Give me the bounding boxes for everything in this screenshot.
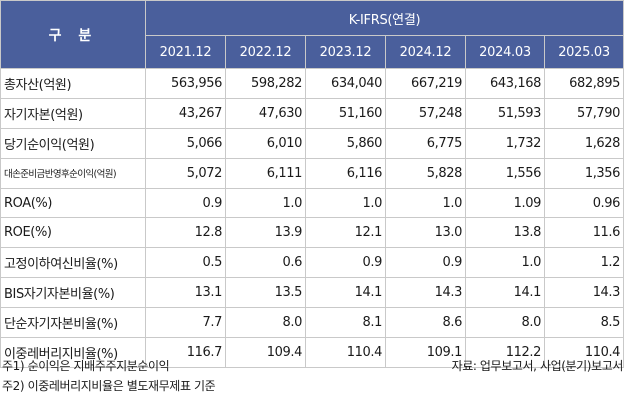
table-cell: 12.8 <box>145 217 226 249</box>
row-label: 이중레버리지비율(%) <box>0 337 146 368</box>
table-cell: 667,219 <box>385 68 466 99</box>
table-cell: 6,775 <box>385 127 466 159</box>
table-cell: 116.7 <box>145 337 226 368</box>
table-cell: 682,895 <box>543 68 625 99</box>
table-cell: 563,956 <box>145 68 226 99</box>
row-label: ROE(%) <box>0 217 146 249</box>
table-cell: 8.0 <box>225 307 306 339</box>
table-header: 구 분 K-IFRS(연결) 2021.12 2022.12 2023.12 2… <box>0 0 625 69</box>
table-cell: 1,356 <box>543 157 625 189</box>
table-cell: 14.3 <box>385 277 466 309</box>
column-header: 2025.03 <box>543 35 625 69</box>
header-kifrs-group: K-IFRS(연결) <box>144 0 625 36</box>
table-cell: 7.7 <box>145 307 226 339</box>
table-cell: 1.0 <box>385 187 466 219</box>
table-body: 총자산(억원) 563,956 598,282 634,040 667,219 … <box>0 68 625 368</box>
table-cell: 5,828 <box>385 157 466 189</box>
row-label: 총자산(억원) <box>0 68 146 99</box>
financial-table: 구 분 K-IFRS(연결) 2021.12 2022.12 2023.12 2… <box>0 0 625 368</box>
row-label: 고정이하여신비율(%) <box>0 247 146 279</box>
table-row: ROE(%) 12.8 13.9 12.1 13.0 13.8 11.6 <box>0 217 625 249</box>
table-cell: 5,860 <box>305 127 386 159</box>
table-cell: 13.0 <box>385 217 466 249</box>
table-cell: 51,593 <box>465 97 545 129</box>
table-cell: 110.4 <box>543 337 625 368</box>
column-header: 2024.12 <box>385 35 466 69</box>
column-header: 2023.12 <box>305 35 386 69</box>
table-cell: 14.3 <box>543 277 625 309</box>
table-cell: 13.8 <box>465 217 545 249</box>
table-cell: 0.5 <box>145 247 226 279</box>
table-row: ROA(%) 0.9 1.0 1.0 1.0 1.09 0.96 <box>0 187 625 219</box>
table-cell: 6,111 <box>225 157 306 189</box>
footnotes: 주1) 순이익은 지배주주지분순이익 자료: 업무보고서, 사업(분기)보고서 … <box>2 356 623 396</box>
table-cell: 5,072 <box>145 157 226 189</box>
table-cell: 14.1 <box>305 277 386 309</box>
table-cell: 8.6 <box>385 307 466 339</box>
table-cell: 6,010 <box>225 127 306 159</box>
table-cell: 0.9 <box>305 247 386 279</box>
table-cell: 1.0 <box>465 247 545 279</box>
table-cell: 634,040 <box>305 68 386 99</box>
table-row: 고정이하여신비율(%) 0.5 0.6 0.9 0.9 1.0 1.2 <box>0 247 625 279</box>
table-cell: 13.9 <box>225 217 306 249</box>
table-cell: 0.96 <box>543 187 625 219</box>
table-cell: 1.0 <box>305 187 386 219</box>
row-label: 단순자기자본비율(%) <box>0 307 146 339</box>
column-header: 2021.12 <box>145 35 226 69</box>
column-header: 2022.12 <box>225 35 306 69</box>
table-cell: 110.4 <box>305 337 386 368</box>
footnote-line-2: 주2) 이중레버리지비율은 별도재무제표 기준 <box>2 376 623 396</box>
footnote-line-1: 주1) 순이익은 지배주주지분순이익 자료: 업무보고서, 사업(분기)보고서 <box>2 356 623 376</box>
table-row: 총자산(억원) 563,956 598,282 634,040 667,219 … <box>0 68 625 99</box>
row-label: BIS자기자본비율(%) <box>0 277 146 309</box>
table-cell: 1.09 <box>465 187 545 219</box>
table-cell: 8.1 <box>305 307 386 339</box>
table-cell: 1,628 <box>543 127 625 159</box>
table-cell: 14.1 <box>465 277 545 309</box>
table-cell: 1,556 <box>465 157 545 189</box>
table-cell: 57,248 <box>385 97 466 129</box>
row-label: ROA(%) <box>0 187 146 219</box>
source-note: 자료: 업무보고서, 사업(분기)보고서 <box>451 359 624 373</box>
table-cell: 598,282 <box>225 68 306 99</box>
table-cell: 1.2 <box>543 247 625 279</box>
table-cell: 13.5 <box>225 277 306 309</box>
footnote-1: 주1) 순이익은 지배주주지분순이익 <box>2 359 170 373</box>
table-row: 당기순이익(억원) 5,066 6,010 5,860 6,775 1,732 … <box>0 127 625 159</box>
table-cell: 643,168 <box>465 68 545 99</box>
table-cell: 43,267 <box>145 97 226 129</box>
row-label: 당기순이익(억원) <box>0 127 146 159</box>
table-cell: 47,630 <box>225 97 306 129</box>
table-cell: 51,160 <box>305 97 386 129</box>
table-row: 단순자기자본비율(%) 7.7 8.0 8.1 8.6 8.0 8.5 <box>0 307 625 339</box>
table-cell: 0.6 <box>225 247 306 279</box>
header-category: 구 분 <box>0 0 146 69</box>
row-label: 대손준비금반영후순이익(억원) <box>0 157 146 189</box>
table-cell: 5,066 <box>145 127 226 159</box>
table-row: 자기자본(억원) 43,267 47,630 51,160 57,248 51,… <box>0 97 625 129</box>
table-row: BIS자기자본비율(%) 13.1 13.5 14.1 14.3 14.1 14… <box>0 277 625 309</box>
table-cell: 12.1 <box>305 217 386 249</box>
table-cell: 6,116 <box>305 157 386 189</box>
table-row: 이중레버리지비율(%) 116.7 109.4 110.4 109.1 112.… <box>0 337 625 368</box>
column-header: 2024.03 <box>465 35 545 69</box>
table-cell: 57,790 <box>543 97 625 129</box>
table-cell: 1,732 <box>465 127 545 159</box>
table-cell: 8.5 <box>543 307 625 339</box>
table-cell: 1.0 <box>225 187 306 219</box>
table-cell: 13.1 <box>145 277 226 309</box>
footnote-2: 주2) 이중레버리지비율은 별도재무제표 기준 <box>2 379 216 393</box>
table-cell: 11.6 <box>543 217 625 249</box>
table-row: 대손준비금반영후순이익(억원) 5,072 6,111 6,116 5,828 … <box>0 157 625 189</box>
table-cell: 0.9 <box>145 187 226 219</box>
table-cell: 8.0 <box>465 307 545 339</box>
row-label: 자기자본(억원) <box>0 97 146 129</box>
table-cell: 0.9 <box>385 247 466 279</box>
